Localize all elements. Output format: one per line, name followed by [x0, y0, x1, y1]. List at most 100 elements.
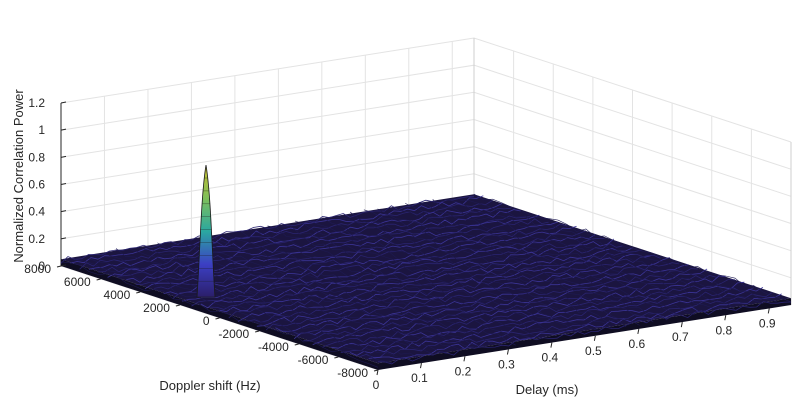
x-tick	[550, 342, 553, 348]
surface-mesh-col	[281, 225, 599, 331]
x-tick-label: 0.9	[759, 316, 776, 330]
z-gridline	[60, 37, 792, 143]
y-tick-label: -4000	[258, 340, 289, 354]
x-tick	[463, 356, 466, 362]
surface-mesh-row	[228, 249, 642, 319]
y-tick	[96, 278, 101, 281]
x-tick-label: 0.2	[455, 364, 472, 378]
surface-mesh-col	[473, 193, 792, 303]
z-tick-label: 0.6	[28, 178, 45, 192]
y-tick-label: -6000	[298, 353, 329, 367]
z-gridline	[60, 91, 792, 197]
y-tick-label: 0	[203, 314, 210, 328]
surface-mesh-row	[359, 292, 773, 358]
surface-mesh-row	[265, 262, 680, 331]
z-tick	[60, 264, 67, 267]
z-tick	[60, 237, 67, 240]
surface-mesh-col	[405, 203, 723, 309]
z-tick	[60, 155, 67, 158]
x-tick-label: 0	[373, 378, 380, 392]
surface-skirt-left	[61, 259, 378, 370]
surface-mesh-col	[115, 248, 434, 355]
y-tick-label: -8000	[337, 366, 368, 380]
x-tick-label: 0.4	[542, 351, 559, 365]
surface-mesh-row	[210, 243, 624, 310]
y-tick	[334, 356, 339, 359]
y-tick	[294, 343, 299, 346]
x-tick	[767, 308, 770, 314]
x-tick-label: 0.8	[715, 323, 732, 337]
surface-mesh-row	[377, 301, 792, 365]
z-tick-label: 1.2	[28, 96, 45, 110]
x-tick-label: 0.3	[498, 357, 515, 371]
surface-mesh-col	[336, 217, 654, 323]
surface-mesh-col	[184, 243, 502, 345]
y-tick-label: 4000	[104, 288, 131, 302]
surface-mesh-col	[308, 219, 626, 328]
z-tick	[60, 210, 67, 213]
y-tick	[373, 369, 379, 372]
surface-mesh-col	[322, 217, 640, 326]
surface-mesh-col	[88, 258, 406, 360]
z-tick-label: 1	[38, 123, 45, 137]
x-tick-label: 0.1	[411, 371, 428, 385]
surface-mesh-row	[368, 293, 782, 360]
surface-mesh-row	[70, 195, 484, 264]
surface-mesh-col	[446, 199, 764, 305]
surface-mesh-row	[191, 237, 605, 307]
y-tick	[175, 304, 180, 307]
surface-mesh-row	[126, 214, 540, 283]
surface-mesh-col	[377, 208, 695, 315]
surface-mesh-col	[460, 200, 778, 303]
z-tick-label: 0.2	[28, 232, 45, 246]
surface-mesh-col	[226, 235, 544, 339]
y-tick	[56, 265, 62, 268]
surface-mesh-col	[102, 252, 420, 360]
surface-mesh-row	[163, 225, 577, 295]
z-tick	[60, 101, 67, 104]
surface-mesh-row	[79, 200, 493, 270]
x-tick	[376, 369, 379, 376]
x-tick	[593, 335, 596, 341]
y-tick-label: 2000	[143, 301, 170, 315]
surface-mesh-col	[294, 220, 613, 328]
surface-mesh-col	[212, 236, 530, 338]
surface-mesh-col	[60, 261, 379, 368]
surface-mesh-col	[198, 238, 516, 346]
tick-layer: 00.20.40.60.811.280006000400020000-2000-…	[24, 96, 776, 392]
z-tick	[60, 183, 67, 185]
surface-mesh-row	[247, 254, 661, 323]
surface-mesh-col	[432, 199, 750, 304]
surface-mesh-col	[349, 211, 668, 321]
surface-mesh-col	[267, 225, 585, 332]
y-tick-label: -2000	[218, 327, 249, 341]
z-tick-label: 0	[38, 259, 45, 273]
surface-mesh-row	[349, 286, 764, 356]
x-tick	[506, 349, 509, 355]
surface-mesh-row	[293, 268, 708, 340]
surface-mesh-col	[253, 231, 571, 333]
y-tick-label: 8000	[24, 262, 51, 276]
z-gridline	[60, 64, 792, 170]
z-tick-label: 0.4	[28, 205, 45, 219]
surface-mesh-row	[331, 281, 745, 349]
surface-mesh-row	[60, 195, 475, 264]
x-tick-label: 0.6	[628, 337, 645, 351]
surface-mesh-col	[143, 249, 461, 351]
y-tick	[215, 317, 220, 320]
surface-mesh-col	[171, 242, 489, 347]
surface-mesh-col	[418, 202, 737, 311]
surface-mesh-col	[129, 249, 447, 355]
surface-mesh-row	[116, 215, 530, 277]
surface-mesh-col	[363, 209, 681, 316]
x-axis-label: Delay (ms)	[516, 382, 579, 397]
x-tick	[419, 363, 422, 369]
y-tick	[136, 291, 141, 294]
z-tick-label: 0.8	[28, 150, 45, 164]
surface-mesh-row	[275, 264, 689, 332]
x-tick	[680, 322, 683, 328]
x-tick	[637, 328, 640, 335]
surface-mesh-col	[74, 259, 392, 363]
surface-mesh-row	[219, 247, 633, 313]
